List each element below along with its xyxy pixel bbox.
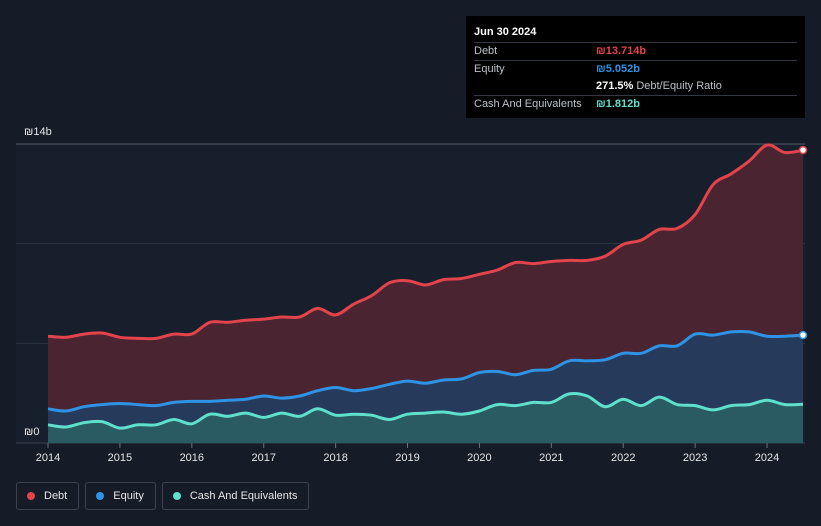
line-debt: [47, 143, 804, 341]
tooltip-row-ratio: 271.5% Debt/Equity Ratio: [474, 78, 797, 95]
x-tick-label: 2016: [180, 452, 204, 464]
tooltip-row-debt: Debt ₪13.714b: [474, 42, 797, 60]
tooltip-debt-value: ₪13.714b: [596, 45, 647, 57]
tooltip-row-equity: Equity ₪5.052b: [474, 60, 797, 78]
tooltip-ratio-label: Debt/Equity Ratio: [636, 80, 722, 92]
legend-equity-dot: [96, 492, 105, 500]
x-tick-label: 2014: [36, 452, 60, 464]
tooltip-equity-label: Equity: [474, 63, 505, 75]
x-tick-label: 2020: [467, 452, 491, 464]
x-tick-label: 2023: [683, 452, 707, 464]
y-axis-top-label: ₪14b: [24, 126, 52, 138]
line-equity: [47, 329, 804, 413]
x-tick-label: 2015: [108, 452, 132, 464]
tooltip-cash-label: Cash And Equivalents: [474, 98, 582, 110]
x-tick-label: 2017: [251, 452, 275, 464]
chart-lines: [47, 143, 804, 430]
x-tick-label: 2019: [395, 452, 419, 464]
x-axis-ticks: 2014 2015 2016 2017 2018 2019 2020 2021 2022 2023…: [36, 443, 779, 464]
tooltip-ratio-value: 271.5%: [596, 80, 634, 92]
tooltip-date: Jun 30 2024: [474, 26, 537, 38]
tooltip-row-cash: Cash And Equivalents ₪1.812b: [474, 95, 797, 113]
chart-legend: Debt Equity Cash And Equivalents: [16, 482, 315, 510]
legend-item-equity[interactable]: Equity: [85, 482, 156, 510]
legend-cash-label: Cash And Equivalents: [189, 490, 298, 502]
legend-cash-dot: [172, 492, 181, 500]
end-markers: [798, 145, 808, 340]
end-marker-debt: [798, 145, 808, 155]
x-tick-label: 2022: [611, 452, 635, 464]
tooltip-equity-value: ₪5.052b: [596, 63, 640, 75]
legend-debt-dot: [27, 492, 35, 500]
legend-item-debt[interactable]: Debt: [16, 482, 80, 510]
x-tick-label: 2021: [539, 452, 563, 464]
tooltip-cash-value: ₪1.812b: [596, 98, 640, 110]
x-tick-label: 2024: [755, 452, 779, 464]
legend-item-cash[interactable]: Cash And Equivalents: [161, 482, 310, 510]
y-axis-bottom-label: ₪0: [24, 426, 39, 438]
area-cash: [48, 393, 803, 443]
end-marker-equity: [798, 330, 808, 340]
x-tick-label: 2018: [323, 452, 347, 464]
legend-debt-label: Debt: [44, 490, 68, 502]
tooltip-panel: Jun 30 2024 Debt ₪13.714b Equity ₪5.052b…: [466, 16, 805, 118]
line-cash: [47, 391, 804, 430]
legend-equity-label: Equity: [113, 490, 144, 502]
tooltip-debt-label: Debt: [474, 45, 498, 57]
